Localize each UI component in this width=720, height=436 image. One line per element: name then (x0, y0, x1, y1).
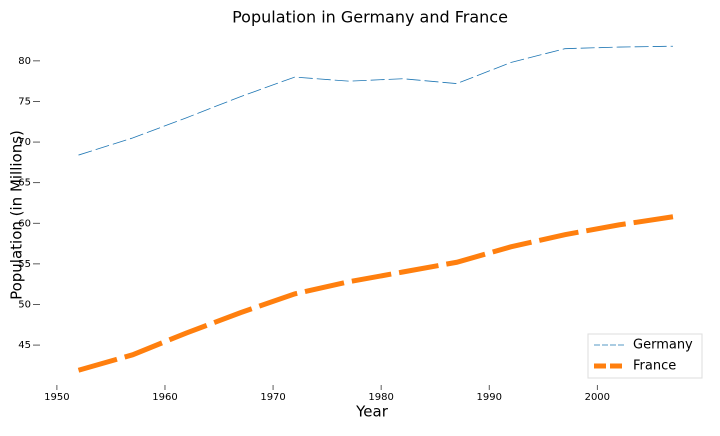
y-tick-label: 60 (18, 218, 31, 229)
x-tick-label: 1980 (368, 392, 393, 403)
x-tick-label: 1970 (260, 392, 285, 403)
legend-box (587, 333, 703, 379)
x-tick-label: 1950 (44, 392, 69, 403)
y-tick-label: 75 (18, 96, 31, 107)
y-tick-label: 55 (18, 259, 31, 270)
y-tick-label: 50 (18, 299, 31, 310)
x-tick-label: 1960 (152, 392, 177, 403)
x-axis-label: Year (355, 403, 389, 421)
y-tick-label: 65 (18, 178, 31, 189)
legend: Germany France (587, 333, 703, 379)
x-tick-label: 1990 (477, 392, 502, 403)
x-tick-label: 2000 (585, 392, 610, 403)
legend-label: Germany (633, 338, 693, 353)
y-tick-label: 80 (18, 56, 31, 67)
legend-label: France (633, 359, 676, 374)
y-tick-label: 45 (18, 340, 31, 351)
y-axis-label: Population (in Millions) (8, 130, 26, 300)
y-tick-label: 70 (18, 137, 31, 148)
series-line (77, 214, 674, 373)
chart-title: Population in Germany and France (232, 8, 508, 27)
series-line (78, 45, 673, 156)
